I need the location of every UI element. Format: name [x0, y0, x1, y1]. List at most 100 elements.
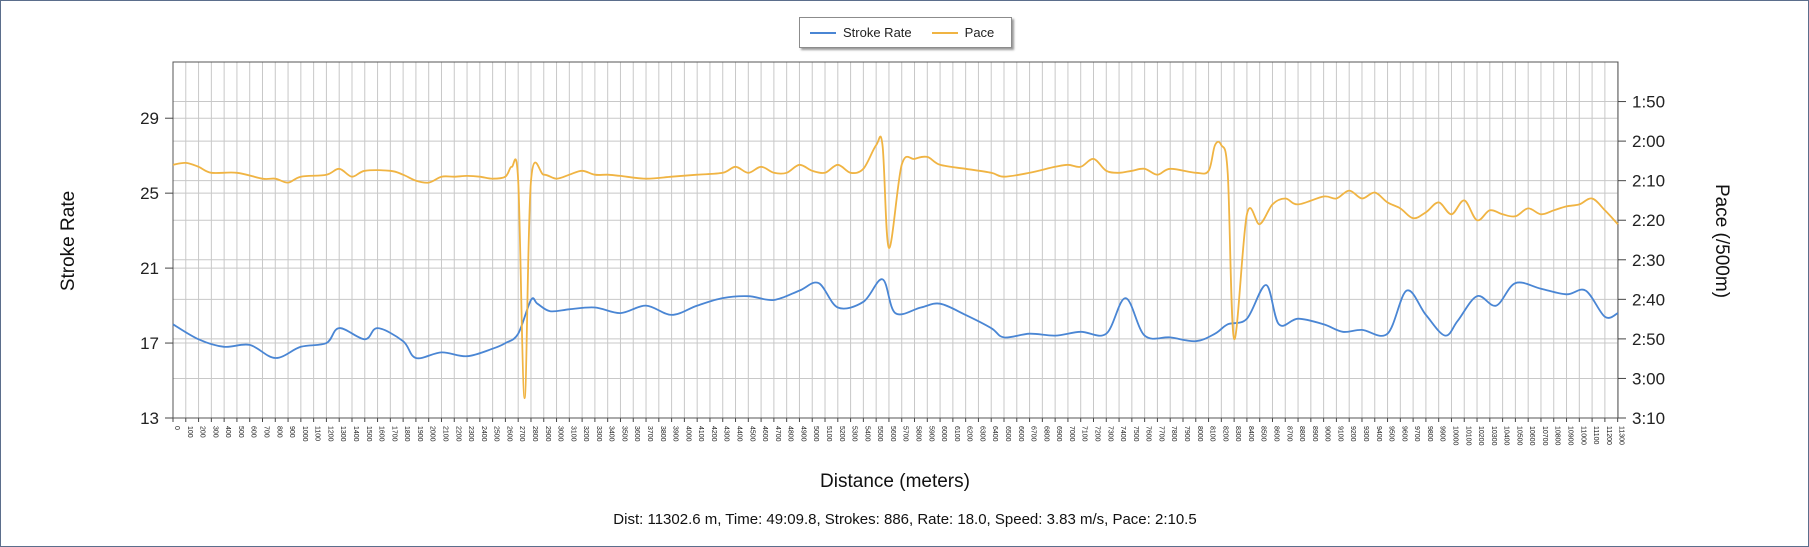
x-tick-label: 1400: [352, 426, 359, 442]
stroke-rate-line: [172, 278, 1619, 360]
x-tick-label: 2100: [441, 426, 448, 442]
x-tick-label: 5600: [889, 426, 896, 442]
x-tick-label: 10700: [1541, 426, 1548, 446]
x-tick-label: 9900: [1439, 426, 1446, 442]
x-tick-label: 4300: [723, 426, 730, 442]
x-tick-label: 6600: [1017, 426, 1024, 442]
x-tick-label: 9400: [1375, 426, 1382, 442]
x-tick-label: 3400: [608, 426, 615, 442]
x-tick-label: 5900: [927, 426, 934, 442]
x-tick-label: 3200: [582, 426, 589, 442]
y-right-tick-label: 2:40: [1632, 290, 1665, 309]
x-tick-label: 10600: [1528, 426, 1535, 446]
x-tick-label: 11000: [1579, 426, 1586, 445]
plot-area: [173, 62, 1618, 418]
x-tick-label: 400: [224, 426, 231, 438]
x-tick-label: 5500: [876, 426, 883, 442]
x-axis-label: Distance (meters): [820, 471, 970, 492]
x-tick-label: 4000: [684, 426, 691, 442]
x-tick-label: 8600: [1272, 426, 1279, 442]
x-tick-label: 3800: [659, 426, 666, 442]
legend-item-stroke-rate[interactable]: Stroke Rate: [810, 25, 912, 40]
x-tick-label: 9500: [1388, 426, 1395, 442]
x-tick-label: 7800: [1170, 426, 1177, 442]
x-tick-label: 2500: [493, 426, 500, 442]
x-tick-label: 800: [275, 426, 282, 438]
x-tick-label: 6700: [1030, 426, 1037, 442]
x-tick-label: 2600: [505, 426, 512, 442]
y-left-tick-label: 29: [140, 109, 159, 128]
x-tick-label: 7900: [1183, 426, 1190, 442]
x-tick-label: 7700: [1157, 426, 1164, 442]
x-tick-label: 4400: [736, 426, 743, 442]
x-tick-label: 10800: [1554, 426, 1561, 446]
y-left-tick-label: 13: [140, 409, 159, 428]
x-tick-label: 8800: [1298, 426, 1305, 442]
pace-line: [172, 135, 1619, 400]
x-tick-label: 2400: [480, 426, 487, 442]
x-tick-label: 6200: [966, 426, 973, 442]
x-tick-label: 6000: [940, 426, 947, 442]
x-tick-label: 2700: [518, 426, 525, 442]
legend-label-stroke-rate: Stroke Rate: [843, 25, 912, 40]
x-tick-label: 7300: [1106, 426, 1113, 442]
x-tick-label: 1800: [403, 426, 410, 442]
x-tick-label: 3900: [672, 426, 679, 442]
y-right-tick-label: 2:20: [1632, 211, 1665, 230]
x-tick-label: 8100: [1209, 426, 1216, 442]
x-tick-label: 9800: [1426, 426, 1433, 442]
x-tick-label: 6400: [991, 426, 998, 442]
x-tick-label: 8900: [1311, 426, 1318, 442]
x-tick-label: 5700: [902, 426, 909, 442]
x-tick-label: 9700: [1413, 426, 1420, 442]
legend-item-pace[interactable]: Pace: [931, 25, 995, 40]
pace-swatch: [931, 31, 958, 34]
x-tick-label: 7600: [1145, 426, 1152, 442]
x-tick-label: 1000: [301, 426, 308, 442]
x-tick-label: 2200: [454, 426, 461, 442]
y-axis-right-label: Pace (/500m): [1711, 183, 1732, 299]
x-tick-label: 3500: [620, 426, 627, 442]
x-tick-label: 4800: [787, 426, 794, 442]
x-tick-label: 11100: [1592, 426, 1599, 445]
x-tick-label: 2800: [531, 426, 538, 442]
x-tick-label: 200: [199, 426, 206, 438]
x-tick-label: 4700: [774, 426, 781, 442]
x-tick-label: 9300: [1362, 426, 1369, 442]
x-tick-label: 7200: [1093, 426, 1100, 442]
x-tick-label: 6900: [1055, 426, 1062, 442]
x-tick-label: 5100: [825, 426, 832, 442]
x-tick-label: 8700: [1285, 426, 1292, 442]
x-tick-label: 700: [262, 426, 269, 438]
y-axis-left-label: Stroke Rate: [58, 190, 79, 292]
plot-border: [172, 61, 1619, 419]
x-tick-label: 5300: [851, 426, 858, 442]
y-right-tick-label: 2:50: [1632, 330, 1665, 349]
summary-footer: Dist: 11302.6 m, Time: 49:09.8, Strokes:…: [613, 511, 1197, 528]
x-tick-label: 5000: [812, 426, 819, 442]
x-tick-label: 3300: [595, 426, 602, 442]
x-tick-label: 4200: [710, 426, 717, 442]
x-tick-label: 3100: [569, 426, 576, 442]
x-tick-label: 10900: [1567, 426, 1574, 446]
y-left-tick-label: 21: [140, 259, 159, 278]
y-left-tick-label: 17: [140, 334, 159, 353]
x-tick-label: 8400: [1247, 426, 1254, 442]
stroke-rate-swatch: [810, 31, 836, 34]
x-tick-label: 6500: [1004, 426, 1011, 442]
x-tick-label: 5200: [838, 426, 845, 442]
x-tick-label: 1600: [378, 426, 385, 442]
y-right-tick-label: 3:00: [1632, 369, 1665, 388]
x-tick-label: 9200: [1349, 426, 1356, 442]
x-tick-label: 8000: [1196, 426, 1203, 442]
x-tick-label: 1500: [365, 426, 372, 442]
x-tick-label: 8500: [1260, 426, 1267, 442]
x-tick-label: 3700: [646, 426, 653, 442]
x-tick-label: 1300: [339, 426, 346, 442]
x-tick-label: 11200: [1605, 426, 1612, 445]
y-right-tick-label: 2:00: [1632, 132, 1665, 151]
legend-label-pace: Pace: [964, 25, 995, 40]
x-tick-label: 1700: [390, 426, 397, 442]
